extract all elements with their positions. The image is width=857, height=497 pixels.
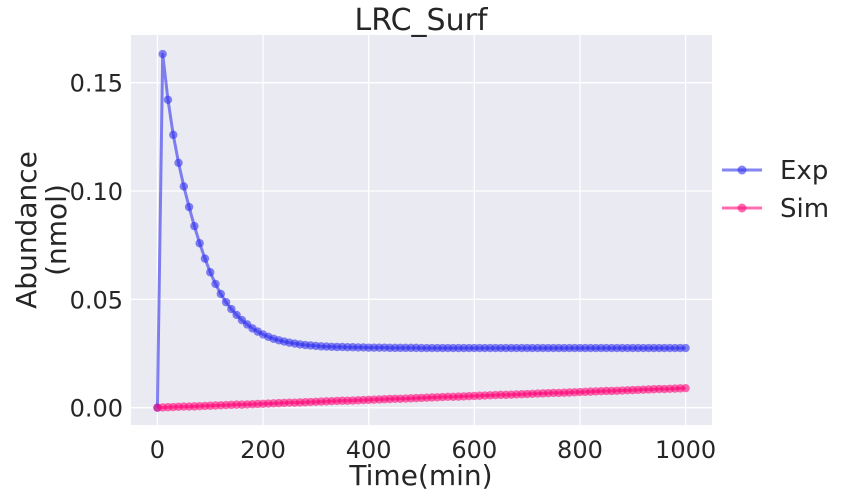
- legend-item-sim: Sim: [722, 194, 829, 224]
- y-axis-label-line-2: (nmol): [40, 184, 73, 276]
- plot-area: [131, 35, 712, 425]
- data-point-sim: [681, 383, 690, 393]
- x-tick-label: 800: [557, 436, 603, 464]
- series-sim: [153, 383, 690, 412]
- legend-label: Exp: [780, 156, 828, 186]
- legend-item-exp: Exp: [722, 156, 828, 186]
- legend-label: Sim: [780, 194, 829, 224]
- data-point-exp: [163, 95, 173, 104]
- x-axis-label: Time(min): [348, 459, 492, 492]
- y-axis-label-line-1: Abundance: [10, 151, 43, 309]
- data-point-exp: [211, 279, 220, 289]
- y-tick-label: 0.10: [70, 178, 123, 206]
- x-tick-label: 200: [240, 436, 286, 464]
- data-point-exp: [681, 343, 690, 353]
- data-point-exp: [184, 202, 194, 212]
- data-point-exp: [227, 304, 236, 314]
- data-point-exp: [232, 310, 241, 320]
- x-tick-label: 1000: [655, 436, 716, 464]
- ticks: 0 200 400 600 800 1000 0.00 0.05 0.10 0.15: [70, 70, 717, 464]
- legend-marker: [737, 165, 747, 175]
- legend-marker: [737, 203, 747, 213]
- legend: Exp Sim: [722, 156, 829, 224]
- chart-title: LRC_Surf: [355, 3, 489, 38]
- data-point-exp: [174, 158, 183, 168]
- data-point-exp: [158, 49, 167, 59]
- data-point-exp: [221, 297, 231, 307]
- y-tick-label: 0.00: [70, 395, 123, 423]
- data-point-exp: [190, 221, 199, 231]
- data-point-exp: [169, 130, 178, 140]
- y-tick-label: 0.15: [70, 70, 123, 98]
- y-axis-label: Abundance (nmol): [10, 151, 73, 309]
- x-tick-label: 400: [346, 436, 392, 464]
- data-point-exp: [206, 268, 215, 277]
- data-point-exp: [195, 239, 204, 248]
- data-point-exp: [216, 289, 225, 299]
- x-tick-label: 0: [150, 436, 165, 464]
- data-point-exp: [179, 182, 189, 191]
- x-tick-label: 600: [451, 436, 497, 464]
- y-tick-label: 0.05: [70, 286, 123, 314]
- series-layer: [153, 49, 690, 412]
- data-point-exp: [200, 254, 210, 263]
